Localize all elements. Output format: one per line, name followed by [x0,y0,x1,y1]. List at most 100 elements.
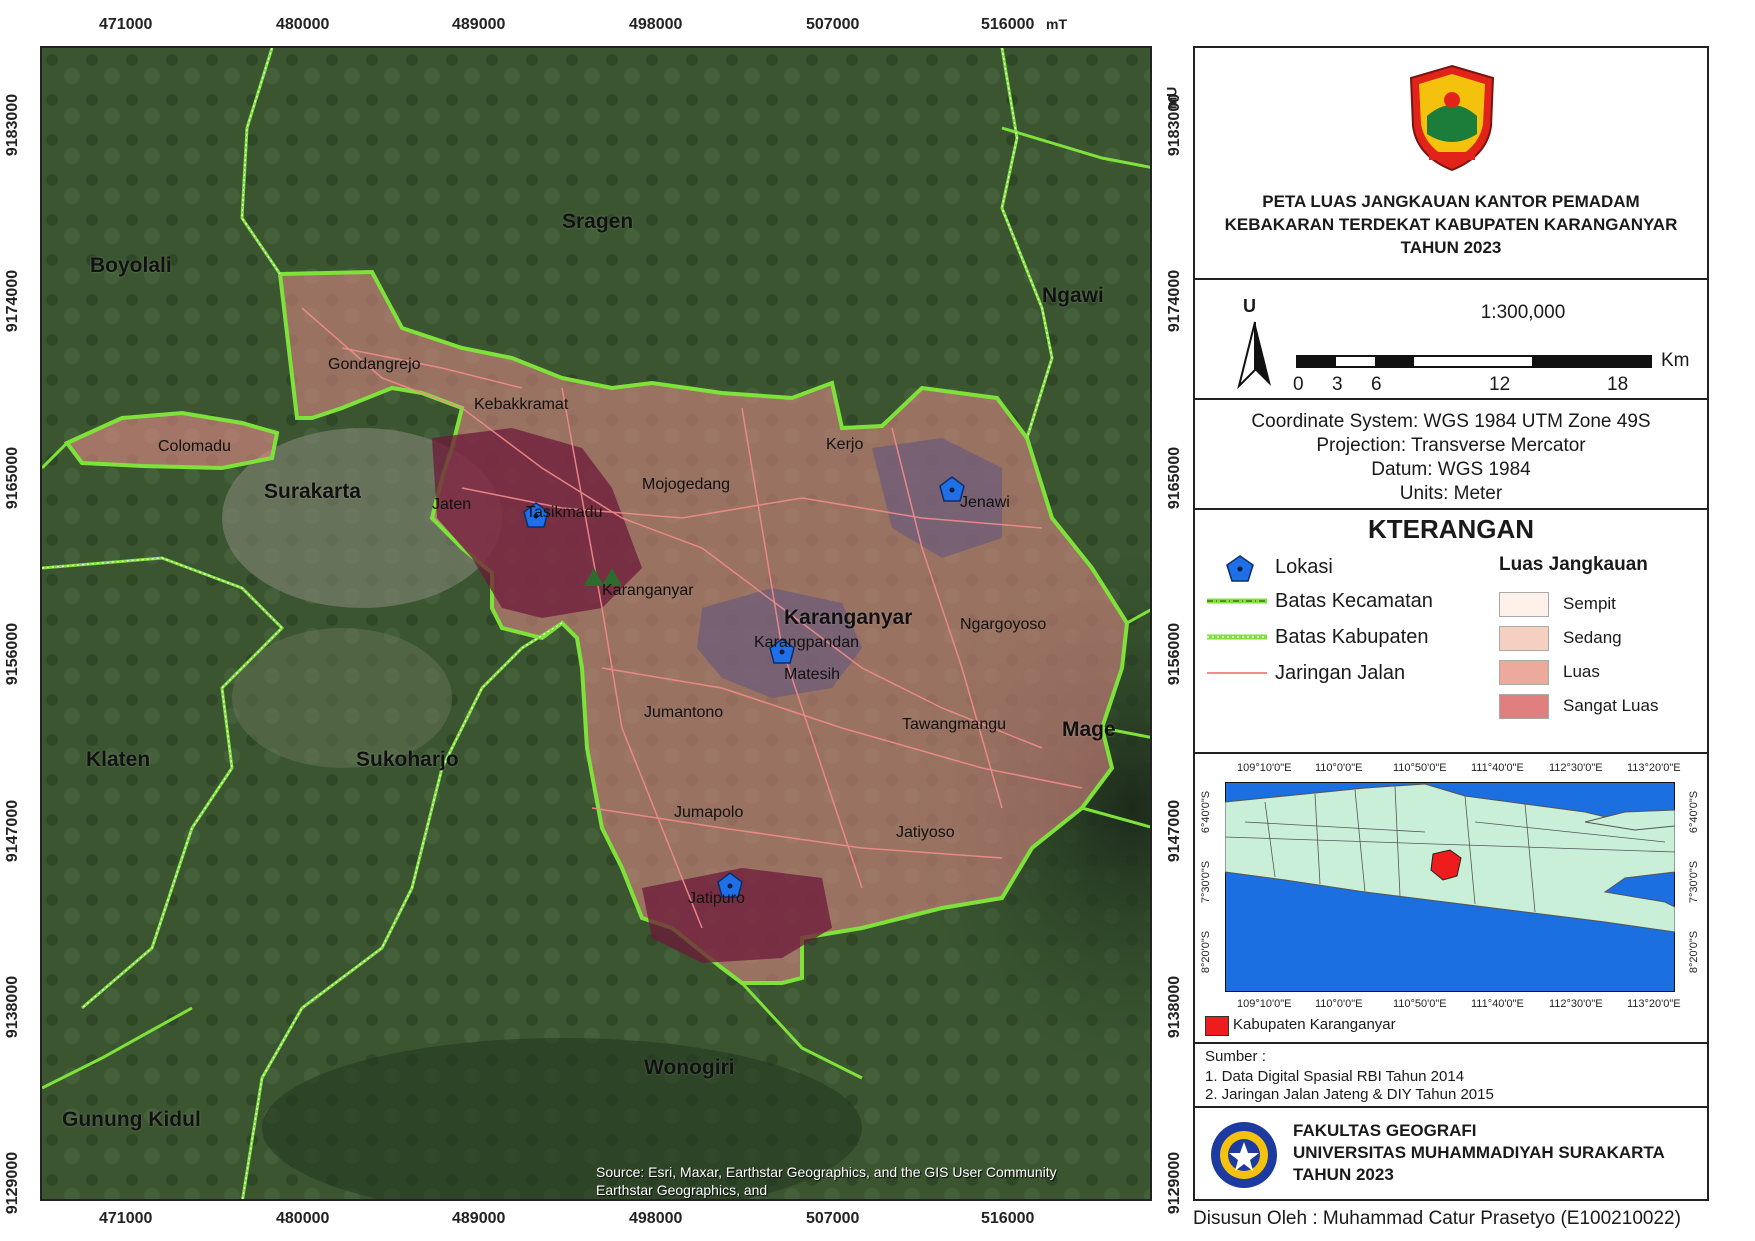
kec-label-karanganyar: Karanganyar [602,582,694,599]
karanganyar-emblem-icon [1409,64,1495,172]
scale-tick-label: 18 [1607,374,1629,395]
x-tick-bottom: 489000 [452,1210,506,1227]
y-tick-left: 9138000 [4,975,21,1039]
inset-lon-tick-bottom: 110°50'0"E [1393,998,1447,1010]
sumber-line-1: 1. Data Digital Spasial RBI Tahun 2014 [1205,1068,1465,1085]
x-tick-top: 507000 [806,16,860,33]
ums-logo-icon [1211,1122,1277,1188]
kec-label-jatipuro: Jatipuro [688,890,745,907]
x-tick-bottom: 507000 [806,1210,860,1227]
kec-label-matesih: Matesih [784,666,841,683]
inset-lon-tick-top: 110°0'0"E [1315,762,1363,774]
inset-lat-tick-right: 8°20'0"S [1688,930,1700,974]
legend-jaringan-jalan: Jaringan Jalan [1275,662,1406,684]
kabupaten-boundaries-dots [42,48,1053,1199]
kec-label-jumantono: Jumantono [644,704,724,721]
luas-label: Sempit [1563,594,1616,613]
inset-lon-tick-top: 110°50'0"E [1393,762,1447,774]
kec-label-ngargoyoso: Ngargoyoso [960,616,1047,633]
y-tick-left: 9156000 [4,622,21,686]
jaringan-jalan-legend-icon [1207,672,1267,674]
kec-label-colomadu: Colomadu [158,438,231,455]
luas-label: Sangat Luas [1563,696,1659,715]
luas-label: Sedang [1563,628,1622,647]
x-tick-top: 516000 [981,16,1035,33]
scale-unit: Km [1661,350,1690,371]
title-section: PETA LUAS JANGKAUAN KANTOR PEMADAM KEBAK… [1195,48,1707,280]
region-label-wonogiri: Wonogiri [644,1056,735,1079]
region-label-klaten: Klaten [86,748,151,771]
kec-label-kerjo: Kerjo [826,436,864,453]
luas-swatch [1499,660,1549,685]
lokasi-marker-karangpandan[interactable] [769,638,795,664]
scale-tick-label: 3 [1332,374,1343,395]
lokasi-marker-jenawi[interactable] [939,476,965,502]
lokasi-marker-jatipuro[interactable] [717,872,743,898]
region-label-karanganyar: Karanganyar [784,606,913,629]
map-info-panel: PETA LUAS JANGKAUAN KANTOR PEMADAM KEBAK… [1193,46,1709,1201]
inset-lon-tick-bottom: 113°20'0"E [1627,998,1681,1010]
coord-projection: Projection: Transverse Mercator [1316,435,1586,456]
y-tick-right: 9174000 [1166,269,1183,333]
inset-map [1225,782,1675,992]
author-footer: Disusun Oleh : Muhammad Catur Prasetyo (… [1193,1208,1681,1229]
kec-label-jumapolo: Jumapolo [674,804,744,821]
scale-tick-label: 12 [1489,374,1511,395]
region-label-gunung-kidul: Gunung Kidul [62,1108,201,1131]
region-label-boyolali: Boyolali [90,254,172,277]
luas-label: Luas [1563,662,1600,681]
sumber-section: Sumber : 1. Data Digital Spasial RBI Tah… [1195,1044,1707,1108]
scale-bar [1296,355,1652,368]
inset-legend-label: Kabupaten Karanganyar [1233,1016,1396,1033]
inset-lat-tick-left: 8°20'0"S [1200,930,1212,974]
kec-label-jatiyoso: Jatiyoso [896,824,955,841]
institution-section: FAKULTAS GEOGRAFI UNIVERSITAS MUHAMMADIY… [1195,1108,1707,1199]
map-title-line-2: KEBAKARAN TERDEKAT KABUPATEN KARANGANYAR [1224,215,1678,234]
y-tick-left: 9129000 [4,1151,21,1215]
luas-swatch [1499,626,1549,651]
map-canvas[interactable] [42,48,1152,1201]
kec-label-kebakkramat: Kebakkramat [474,396,569,413]
colomadu-polygon[interactable] [63,410,280,471]
coord-datum: Datum: WGS 1984 [1371,459,1531,480]
inset-lon-tick-top: 113°20'0"E [1627,762,1681,774]
x-unit-label: mT [1046,16,1067,32]
inset-lat-tick-right: 7°30'0"S [1688,860,1700,904]
batas-kecamatan-legend-icon [1207,598,1267,604]
region-label-ngawi: Ngawi [1042,284,1104,307]
x-tick-bottom: 480000 [276,1210,330,1227]
sumber-title: Sumber : [1205,1048,1266,1065]
x-tick-bottom: 516000 [981,1210,1035,1227]
legend-batas-kabupaten: Batas Kabupaten [1275,626,1429,648]
y-tick-right: 9165000 [1166,446,1183,510]
lokasi-marker-tasikmadu[interactable] [523,502,549,528]
y-tick-right: 9156000 [1166,622,1183,686]
inset-lat-tick-left: 7°30'0"S [1200,860,1212,904]
map-title-line-1: PETA LUAS JANGKAUAN KANTOR PEMADAM [1262,192,1640,211]
kec-label-tasikmadu: Tasikmadu [526,504,603,521]
hills-wonogiri [262,1038,862,1199]
inset-map-section: 109°10'0"E 109°10'0"E 110°0'0"E 110°0'0"E 11… [1195,754,1707,1044]
y-tick-left: 9183000 [4,93,21,157]
legend-section: KTERANGAN Lokasi Batas Kecamatan Batas K… [1195,510,1707,754]
kec-label-jenawi: Jenawi [960,494,1010,511]
kec-label-tawangmangu: Tawangmangu [902,716,1007,733]
y-tick-left: 9165000 [4,446,21,510]
road-network [301,307,1083,929]
kec-label-gondangrejo: Gondangrejo [328,356,421,373]
urban-sukoharjo [232,628,452,768]
urban-surakarta [222,428,502,608]
x-tick-top: 498000 [629,16,683,33]
landmark-triangle-icon [602,568,622,586]
region-label-sragen: Sragen [562,210,634,233]
inset-legend-swatch [1205,1016,1229,1036]
map-source-line2: Earthstar Geographics, and [596,1182,768,1198]
x-tick-top: 480000 [276,16,330,33]
y-tick-right: 9129000 [1166,1151,1183,1215]
landmark-triangle-icon [584,568,604,586]
scale-tick-label: 0 [1293,374,1304,395]
legend-batas-kecamatan: Batas Kecamatan [1275,590,1433,612]
region-label-mage: Mage [1062,718,1116,741]
map-frame[interactable]: Boyolali Sragen Ngawi Surakarta Karangan… [40,46,1152,1201]
north-arrow-icon [1237,321,1271,390]
